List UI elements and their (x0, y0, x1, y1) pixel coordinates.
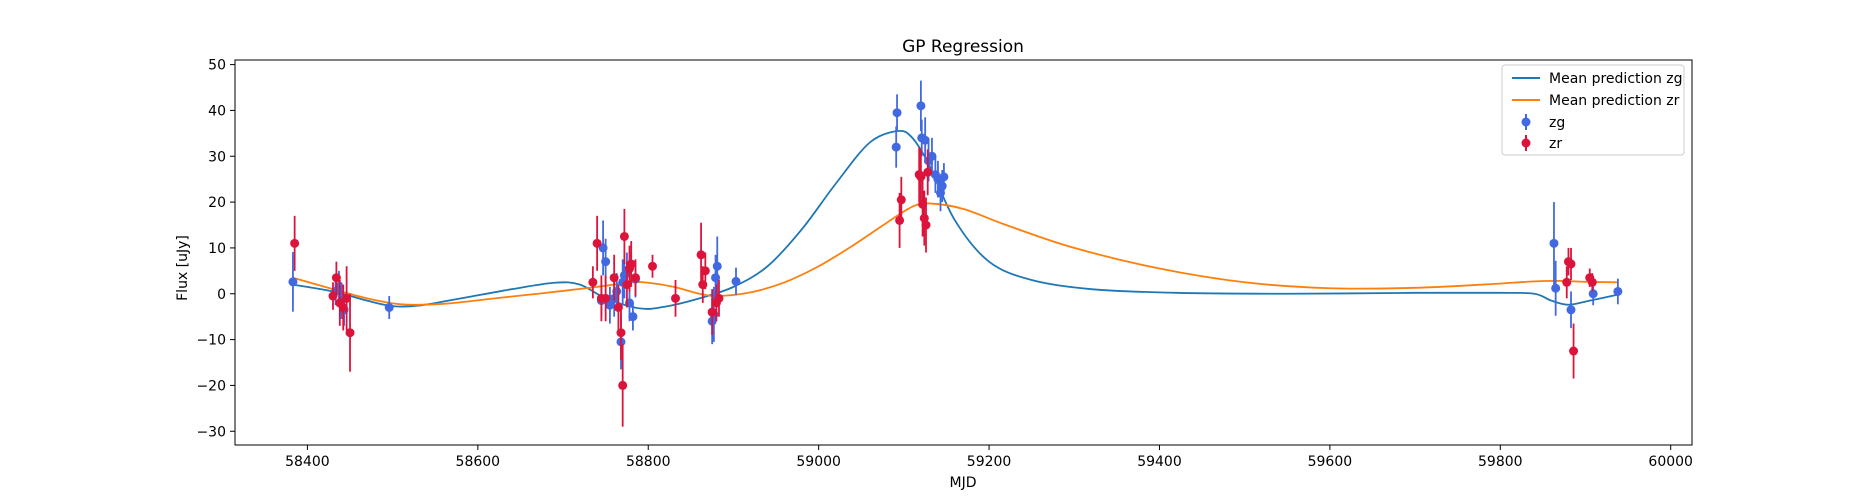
y-tick-label: 10 (208, 241, 226, 257)
y-tick-label: 50 (208, 58, 226, 74)
data-point-zg (384, 303, 394, 312)
y-tick-label: −30 (196, 424, 226, 440)
data-point-zr (338, 303, 348, 312)
data-point-zr (342, 293, 352, 303)
data-point-zr (671, 293, 681, 303)
x-tick-label: 59000 (796, 454, 841, 470)
legend: Mean prediction zg Mean prediction zr zg… (1501, 64, 1685, 156)
y-tick-label: 40 (208, 103, 226, 119)
data-point-zr (648, 261, 658, 271)
data-point-zr (1587, 277, 1597, 287)
legend-marker-zr (1521, 138, 1531, 148)
data-point-zg (1566, 305, 1576, 315)
data-point-zg (1551, 283, 1561, 293)
data-point-zg (1549, 238, 1559, 248)
data-point-zr (328, 291, 338, 301)
data-point-zg (1613, 286, 1623, 296)
data-point-zr (609, 273, 619, 283)
y-tick-label: 0 (217, 287, 226, 303)
data-point-zg (937, 181, 947, 191)
data-point-zr (626, 259, 636, 269)
x-tick-label: 58400 (285, 454, 330, 470)
data-point-zr (696, 250, 706, 260)
data-point-zr (923, 167, 933, 177)
data-point-zr (700, 266, 710, 276)
x-tick-label: 59400 (1137, 454, 1182, 470)
legend-marker-zg (1521, 117, 1531, 127)
data-point-zr (630, 273, 640, 283)
legend-label-zg-line: Mean prediction zg (1549, 71, 1683, 87)
series-line-mean-prediction-zg (292, 129, 1619, 310)
data-point-zr (290, 238, 300, 248)
data-point-zg (288, 277, 298, 287)
data-point-zg (601, 257, 611, 267)
data-point-zg (920, 135, 930, 145)
data-point-zr (1562, 277, 1572, 287)
legend-label-zr: zr (1549, 136, 1562, 152)
chart-title: GP Regression (902, 37, 1024, 57)
y-tick-label: 20 (208, 195, 226, 211)
legend-label-zg: zg (1549, 115, 1565, 131)
x-tick-label: 60000 (1648, 454, 1693, 470)
data-point-zr (1566, 259, 1576, 269)
data-point-zg (927, 151, 937, 161)
data-point-zg (712, 261, 722, 271)
y-axis-label: Flux [uJy] (175, 235, 191, 301)
data-point-zg (731, 276, 741, 286)
legend-label-zr-line: Mean prediction zr (1549, 93, 1680, 109)
data-point-zg (1588, 289, 1598, 299)
data-point-zr (588, 277, 598, 287)
y-tick-label: 30 (208, 149, 226, 165)
x-tick-label: 58600 (456, 454, 501, 470)
data-point-zr (895, 215, 905, 225)
data-point-zr (592, 238, 602, 248)
data-point-zr (601, 293, 611, 303)
data-point-zr (618, 380, 628, 390)
y-tick-label: −10 (196, 333, 226, 349)
x-axis-label: MJD (950, 475, 977, 491)
data-point-zr (714, 293, 724, 303)
data-point-zr (331, 273, 341, 283)
data-point-zr (345, 328, 355, 338)
data-point-zr (707, 307, 717, 317)
x-tick-label: 59600 (1308, 454, 1353, 470)
legend-box (1501, 64, 1685, 156)
axes-frame (234, 59, 1693, 446)
x-axis-ticks: 58400 58600 58800 59000 59200 59400 59600 59800… (285, 445, 1693, 470)
series-line-mean-prediction-zr (292, 202, 1618, 306)
data-point-zg (605, 300, 615, 310)
y-axis-ticks: −30 −20 −10 0 10 20 30 40 50 (196, 58, 235, 440)
data-point-zg (939, 172, 949, 182)
data-point-zr (616, 328, 626, 338)
data-point-zr (1569, 346, 1579, 356)
x-tick-label: 59800 (1478, 454, 1523, 470)
data-point-zg (891, 142, 901, 152)
data-point-zg (892, 108, 902, 118)
x-tick-label: 58800 (626, 454, 671, 470)
y-tick-label: −20 (196, 378, 226, 394)
data-point-zr (619, 231, 629, 241)
data-point-zg (916, 101, 926, 111)
data-point-zg (628, 312, 638, 322)
data-point-zr (921, 220, 931, 230)
plot-area (288, 80, 1623, 427)
x-tick-label: 59200 (967, 454, 1012, 470)
data-point-zr (896, 195, 906, 205)
